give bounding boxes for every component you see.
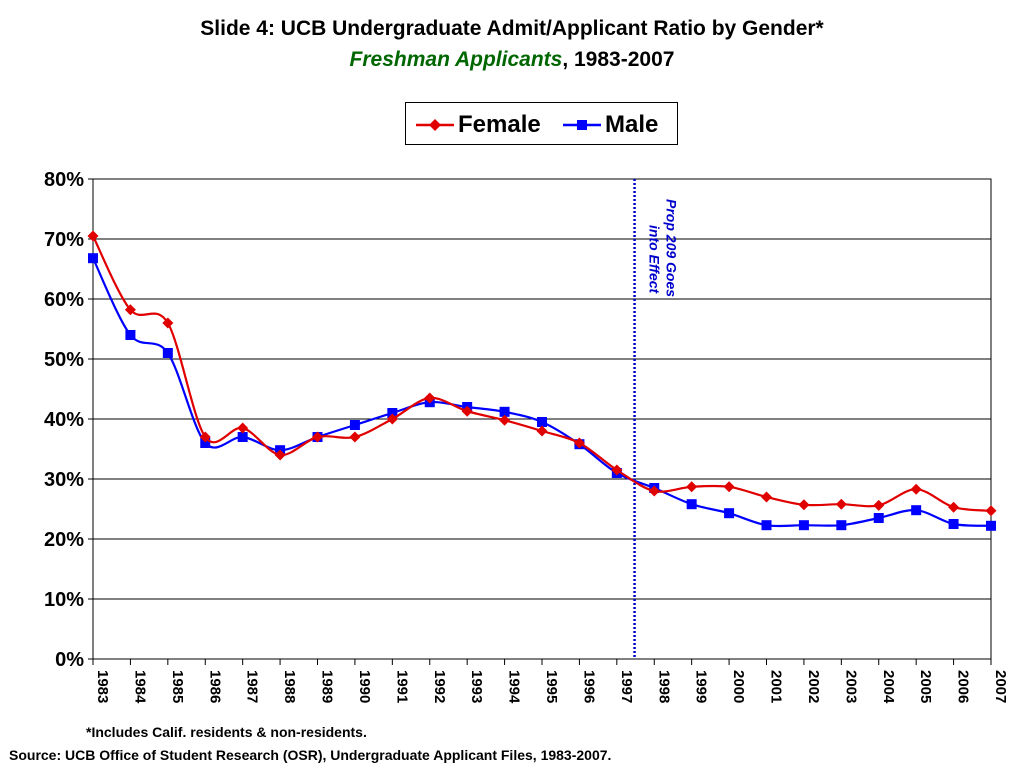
y-tick-label: 80%	[44, 169, 84, 191]
data-point-female	[761, 491, 772, 503]
x-tick-label: 1985	[169, 670, 186, 703]
y-tick-label: 70%	[44, 229, 84, 251]
x-tick-label: 1987	[244, 670, 261, 703]
data-point-male	[88, 253, 98, 264]
data-point-female	[424, 392, 436, 404]
data-point-male	[200, 438, 211, 448]
data-point-female	[798, 499, 810, 511]
x-tick-label: 1993	[468, 670, 485, 703]
data-point-female	[87, 230, 99, 242]
data-point-male	[761, 520, 772, 531]
data-point-female	[873, 499, 885, 511]
x-tick-label: 1983	[94, 670, 111, 703]
footnote: *Includes Calif. residents & non-residen…	[86, 724, 367, 740]
data-point-male	[537, 417, 547, 427]
data-point-female	[985, 505, 997, 517]
data-point-male	[125, 330, 136, 340]
data-point-male	[948, 519, 959, 529]
prop-209-label-line1: Prop 209 Goes	[664, 199, 680, 297]
data-point-female	[199, 431, 211, 443]
x-tick-label: 1988	[281, 670, 298, 703]
x-tick-label: 2007	[992, 670, 1009, 703]
prop-209-label-line2: into Effect	[647, 225, 663, 295]
legend: Female Male	[405, 102, 678, 145]
data-point-male	[724, 508, 735, 519]
y-tick-label: 40%	[44, 409, 84, 431]
x-tick-label: 1991	[393, 670, 410, 703]
series-line-female	[92, 235, 992, 512]
data-point-female	[573, 437, 585, 449]
legend-item-male: Male	[563, 103, 658, 146]
data-point-female	[386, 413, 398, 425]
data-point-male	[836, 520, 847, 531]
data-point-male	[986, 520, 996, 531]
data-point-male	[798, 520, 809, 531]
source-note: Source: UCB Office of Student Research (…	[9, 747, 612, 763]
series-line-male	[92, 257, 992, 528]
data-point-male	[686, 499, 697, 510]
x-tick-label: 2003	[842, 670, 859, 703]
data-point-male	[499, 406, 510, 417]
legend-label-male: Male	[605, 110, 659, 138]
data-point-female	[835, 498, 847, 510]
x-tick-label: 1984	[131, 670, 148, 704]
data-point-female	[910, 483, 922, 495]
data-point-female	[124, 304, 136, 316]
chart-title: Slide 4: UCB Undergraduate Admit/Applica…	[200, 17, 824, 40]
x-tick-label: 1998	[655, 670, 672, 703]
data-series	[87, 230, 997, 531]
x-tick-label: 1994	[506, 670, 523, 704]
data-point-male	[387, 408, 398, 418]
y-tick-label: 60%	[44, 289, 84, 311]
x-tick-label: 1986	[206, 670, 223, 703]
data-point-female	[162, 317, 174, 329]
data-point-male	[162, 348, 173, 358]
x-tick-label: 2000	[730, 670, 747, 703]
chart-subtitle: Freshman Applicants, 1983-2007	[0, 48, 1024, 72]
data-point-female	[349, 431, 361, 443]
x-tick-label: 2006	[955, 670, 972, 703]
legend-item-female: Female	[416, 103, 541, 146]
data-point-female	[237, 422, 249, 434]
data-point-male	[911, 505, 922, 516]
female-legend-marker-icon	[416, 118, 454, 131]
data-point-female	[536, 425, 548, 437]
data-point-female	[274, 449, 286, 461]
data-point-female	[312, 431, 323, 443]
x-tick-label: 1992	[431, 670, 448, 703]
x-tick-label: 1997	[618, 670, 635, 703]
axes: 0% 10% 20% 30% 40% 50% 60% 70% 80% 1983 1984 1985 19…	[44, 169, 1009, 704]
x-tick-label: 2004	[880, 670, 897, 704]
y-tick-label: 50%	[44, 349, 84, 371]
data-point-female	[648, 485, 660, 497]
data-point-male	[873, 513, 884, 523]
subtitle-years: , 1983-2007	[562, 48, 675, 71]
x-tick-label: 1990	[356, 670, 373, 703]
data-point-female	[686, 481, 698, 493]
male-legend-marker-icon	[563, 119, 601, 130]
x-tick-label: 1989	[319, 670, 336, 703]
data-point-female	[461, 405, 473, 417]
y-tick-label: 10%	[44, 589, 84, 611]
data-point-male	[237, 432, 248, 442]
x-tick-label: 2002	[805, 670, 822, 703]
data-point-female	[948, 501, 960, 513]
x-tick-label: 1996	[580, 670, 597, 703]
data-point-female	[723, 481, 735, 493]
data-point-female	[499, 414, 511, 426]
x-tick-label: 1995	[543, 670, 560, 703]
subtitle-freshman-applicants: Freshman Applicants	[349, 48, 563, 71]
y-tick-label: 20%	[44, 529, 84, 551]
x-tick-label: 2005	[917, 670, 934, 703]
y-tick-label: 0%	[55, 649, 84, 671]
x-tick-label: 2001	[768, 670, 785, 703]
x-tick-label: 1999	[693, 670, 710, 703]
data-point-male	[349, 420, 360, 430]
legend-label-female: Female	[458, 110, 541, 138]
y-tick-label: 30%	[44, 469, 84, 491]
data-point-female	[611, 464, 623, 476]
